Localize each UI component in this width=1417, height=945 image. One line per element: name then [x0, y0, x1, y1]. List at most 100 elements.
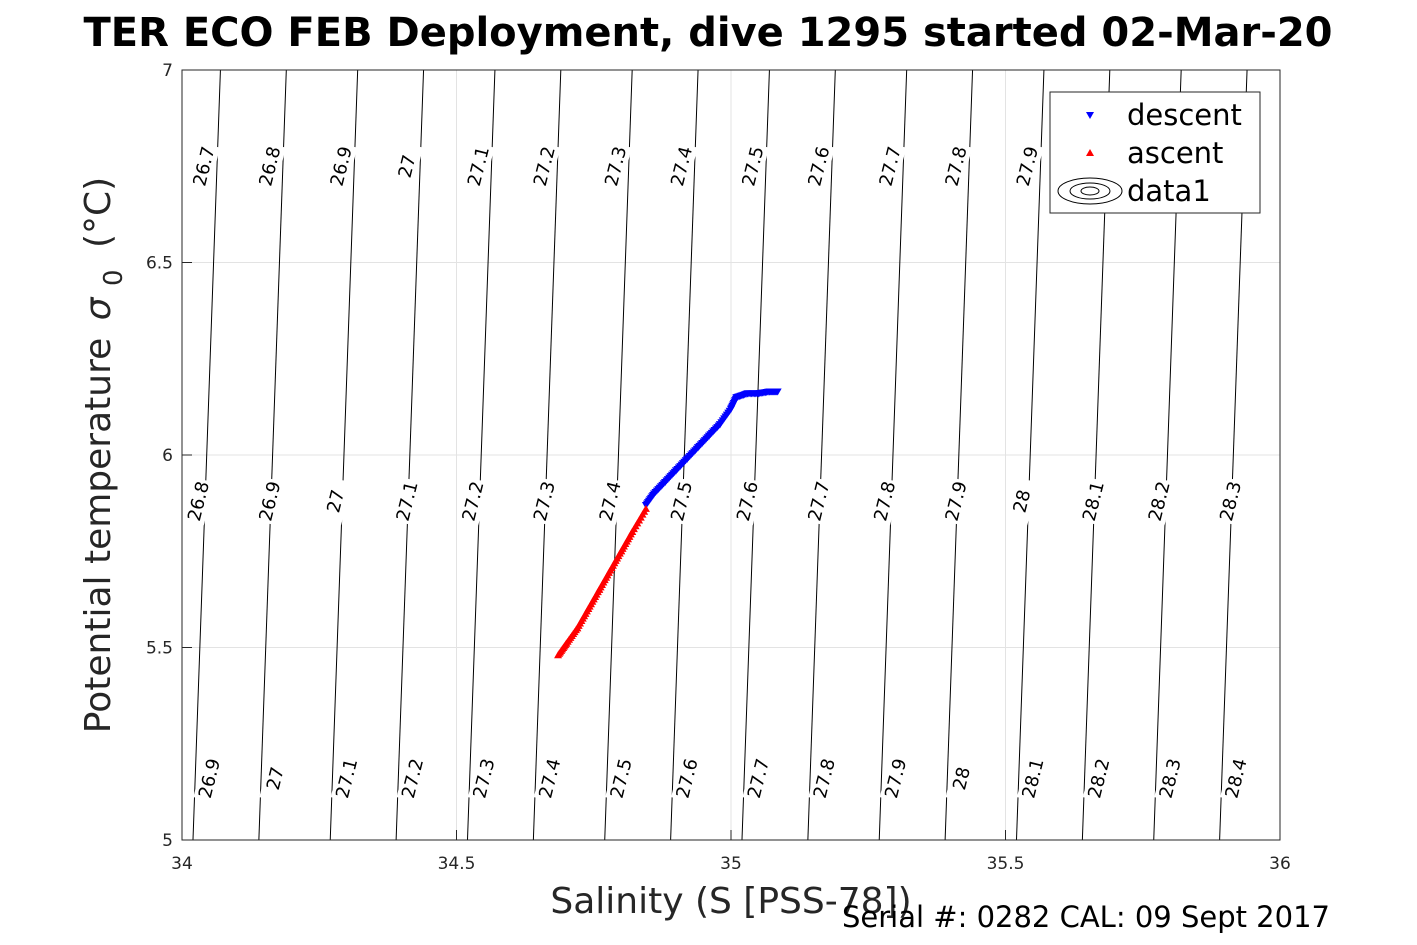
- contour-label-bg: [742, 754, 775, 803]
- contour-label-bg: [868, 477, 901, 526]
- legend-descent-marker: [1086, 112, 1094, 119]
- density-contour-line: [192, 70, 221, 840]
- y-tick-label: 6.5: [146, 254, 173, 274]
- contour-label-bg: [945, 754, 978, 803]
- y-axis-label-subscript: 0: [99, 269, 129, 286]
- density-contour-line: [466, 70, 496, 840]
- x-tick-label: 34: [171, 854, 193, 874]
- density-contour-line: [1291, 70, 1318, 840]
- contour-label-bg: [319, 477, 352, 526]
- x-tick-label: 35.5: [987, 854, 1025, 874]
- contour-label-bg: [1220, 754, 1253, 803]
- contour-label-bg: [879, 754, 912, 803]
- contour-label-bg: [671, 754, 704, 803]
- contour-label: 27.9: [879, 754, 912, 803]
- contour-label-bg: [874, 142, 907, 191]
- contour-label-bg: [193, 754, 226, 803]
- contour-label: 27: [391, 142, 424, 191]
- contour-label-bg: [802, 142, 835, 191]
- x-tick-label: 36: [1269, 854, 1291, 874]
- contour-label-bg: [802, 477, 835, 526]
- legend-data1-label: data1: [1127, 174, 1211, 208]
- legend-ascent-marker: [1086, 149, 1094, 156]
- density-contour-line: [329, 70, 359, 840]
- contour-label-bg: [1082, 754, 1115, 803]
- contour-label-bg: [182, 477, 215, 526]
- contour-label-bg: [736, 142, 769, 191]
- contour-label: 27: [259, 754, 292, 803]
- y-axis-label-text: Potential temperature: [78, 338, 119, 733]
- y-axis-label: Potential temperature σ 0 (°C): [78, 177, 131, 733]
- density-contour-line: [604, 70, 633, 840]
- contour-label-bg: [533, 754, 566, 803]
- y-tick-label: 5: [162, 831, 173, 851]
- contour-label-bg: [1011, 142, 1044, 191]
- y-axis-label-sigma: σ: [78, 296, 119, 320]
- y-tick-label: 7: [162, 61, 173, 81]
- contour-label: 27: [319, 477, 352, 526]
- contour-label-bg: [940, 142, 973, 191]
- density-contour-line: [258, 70, 287, 840]
- contour-label-bg: [1214, 477, 1247, 526]
- contour-label-bg: [1016, 754, 1049, 803]
- contour-label-bg: [253, 142, 286, 191]
- density-contour-line: [532, 70, 562, 840]
- contour-label-bg: [605, 754, 638, 803]
- contour-label: 27.9: [940, 477, 973, 526]
- density-contour-line: [395, 70, 425, 840]
- axis-ticks: 34 34.5 35 35.5 36 5 5.5 6 6.5 7: [146, 61, 1291, 874]
- density-contour-line: [944, 70, 974, 840]
- contour-label-bg: [467, 754, 500, 803]
- density-contour-line: [878, 70, 908, 840]
- x-tick-label: 34.5: [438, 854, 476, 874]
- density-contour-line: [122, 70, 149, 840]
- contour-label-bg: [1154, 754, 1187, 803]
- legend: descent ascent data1: [1049, 91, 1261, 214]
- contour-label-bg: [594, 477, 627, 526]
- density-contour-line: [1015, 70, 1045, 840]
- contour-label-bg: [599, 142, 632, 191]
- contour-label-bg: [1005, 477, 1038, 526]
- legend-contour-icon: [1057, 177, 1123, 205]
- y-tick-label: 6: [162, 446, 173, 466]
- legend-descent-label: descent: [1127, 98, 1242, 132]
- data-series: [554, 388, 782, 659]
- contour-label: 27.1: [462, 142, 495, 191]
- descent-point: [773, 388, 782, 396]
- density-contour-line: [807, 70, 836, 840]
- density-contour-line: [670, 70, 699, 840]
- series-ascent: [554, 504, 650, 659]
- serial-cal-footer: Serial #: 0282 CAL: 09 Sept 2017: [842, 900, 1330, 934]
- contour-label-bg: [330, 754, 363, 803]
- grid-lines: [182, 70, 1280, 840]
- y-tick-label: 5.5: [146, 639, 173, 659]
- legend-ascent-label: ascent: [1127, 136, 1223, 170]
- contour-label-bg: [1143, 477, 1176, 526]
- contour-label-bg: [187, 142, 220, 191]
- legend-box: [1049, 91, 1261, 214]
- contour-label-bg: [808, 754, 841, 803]
- contour-label: 28.4: [1220, 754, 1253, 803]
- x-tick-label: 35: [720, 854, 742, 874]
- contour-label-bg: [528, 142, 561, 191]
- contour-label-bg: [1077, 477, 1110, 526]
- contour-label-bg: [259, 754, 292, 803]
- ascent-point: [641, 504, 650, 512]
- contour-label: 28: [945, 754, 978, 803]
- svg-text:Potential temperature σ: Potential temperature σ 0 (°C): [78, 177, 131, 733]
- contour-label-bg: [731, 477, 764, 526]
- contour-label-bg: [665, 142, 698, 191]
- contour-label-bg: [391, 142, 424, 191]
- contour-label-bg: [528, 477, 561, 526]
- y-axis-label-unit: (°C): [78, 177, 119, 248]
- contour-label-bg: [940, 477, 973, 526]
- contour-label: 28.2: [1082, 754, 1115, 803]
- contour-label-bg: [462, 142, 495, 191]
- contour-label-bg: [665, 477, 698, 526]
- x-axis-label: Salinity (S [PSS-78]): [550, 881, 911, 922]
- density-contour-line: [741, 70, 770, 840]
- contour-label-bg: [391, 477, 424, 526]
- contour-label: 27.7: [874, 142, 907, 191]
- contour-label: 27.2: [528, 142, 561, 191]
